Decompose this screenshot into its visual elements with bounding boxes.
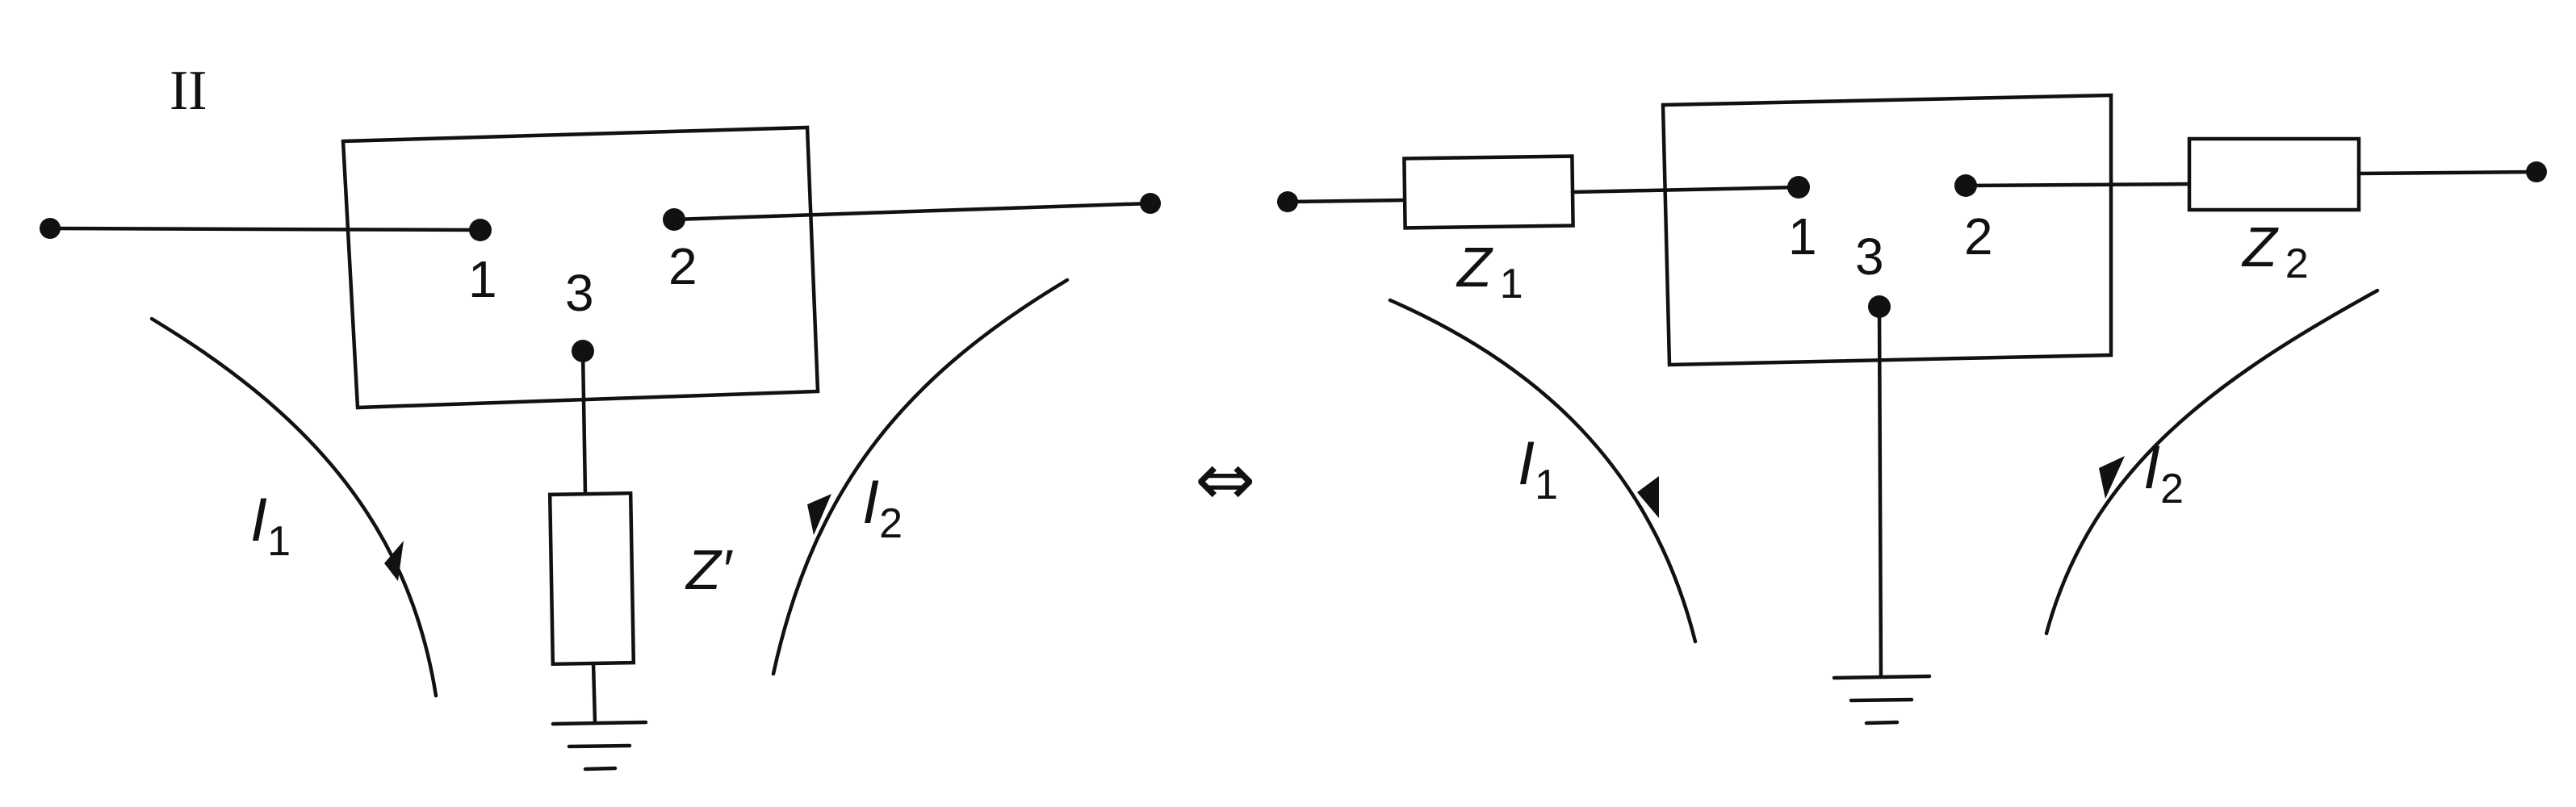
left-circuit: 1 2 3 Z′ I1 I2	[40, 125, 1161, 771]
right-wire-left-outer	[1285, 198, 1407, 204]
left-terminal-1-label: 1	[468, 250, 497, 308]
right-wire-right-outer	[2356, 169, 2539, 176]
left-wire-terminal-3	[580, 349, 588, 496]
right-terminal-1-node	[1787, 176, 1810, 199]
left-ground-wire	[591, 661, 597, 725]
left-terminal-3-label: 3	[565, 264, 594, 322]
left-terminal-2-node	[663, 208, 685, 231]
right-current-2-label: I2	[2143, 433, 2184, 512]
left-outer-node-1	[40, 218, 61, 239]
right-outer-node-2	[2526, 161, 2547, 182]
left-current-2-label: I2	[862, 468, 903, 547]
left-current-1-label: I1	[250, 486, 291, 565]
right-wire-terminal-2	[1963, 182, 2192, 188]
equivalence-symbol: ⇔	[1195, 437, 1255, 522]
right-terminal-2-label: 2	[1964, 207, 1993, 266]
left-ground-icon	[551, 720, 648, 771]
left-impedance-resistor	[547, 491, 636, 667]
right-terminal-1-label: 1	[1788, 207, 1817, 266]
right-network-box	[1661, 93, 2113, 367]
left-current-2-arrowhead-icon	[807, 494, 831, 535]
figure-label: II	[170, 60, 207, 122]
right-wire-terminal-3	[1877, 304, 1883, 679]
right-current-2-curve	[2044, 288, 2380, 636]
left-outer-node-2	[1140, 193, 1161, 214]
left-terminal-2-label: 2	[668, 237, 697, 295]
left-wire-terminal-2	[672, 201, 1153, 222]
left-current-2-curve	[771, 278, 1070, 676]
left-current-1-curve	[149, 316, 438, 698]
left-wire-terminal-1	[48, 226, 483, 232]
right-ground-icon	[1832, 674, 1932, 725]
right-wire-terminal-1	[1570, 185, 1801, 194]
left-impedance-label: Z′	[685, 538, 734, 601]
right-current-1-label: I1	[1518, 429, 1558, 508]
right-current-1-curve	[1388, 298, 1698, 644]
right-current-1-arrowhead-icon	[1637, 476, 1659, 518]
left-network-box	[341, 125, 820, 410]
right-impedance-1-resistor	[1402, 154, 1575, 230]
right-outer-node-1	[1277, 191, 1298, 212]
right-current-2-arrowhead-icon	[2099, 456, 2125, 499]
left-current-1-arrowhead-icon	[384, 541, 404, 581]
left-terminal-1-node	[469, 219, 492, 241]
right-terminal-3-label: 3	[1855, 228, 1884, 286]
right-impedance-2-resistor	[2187, 136, 2361, 212]
